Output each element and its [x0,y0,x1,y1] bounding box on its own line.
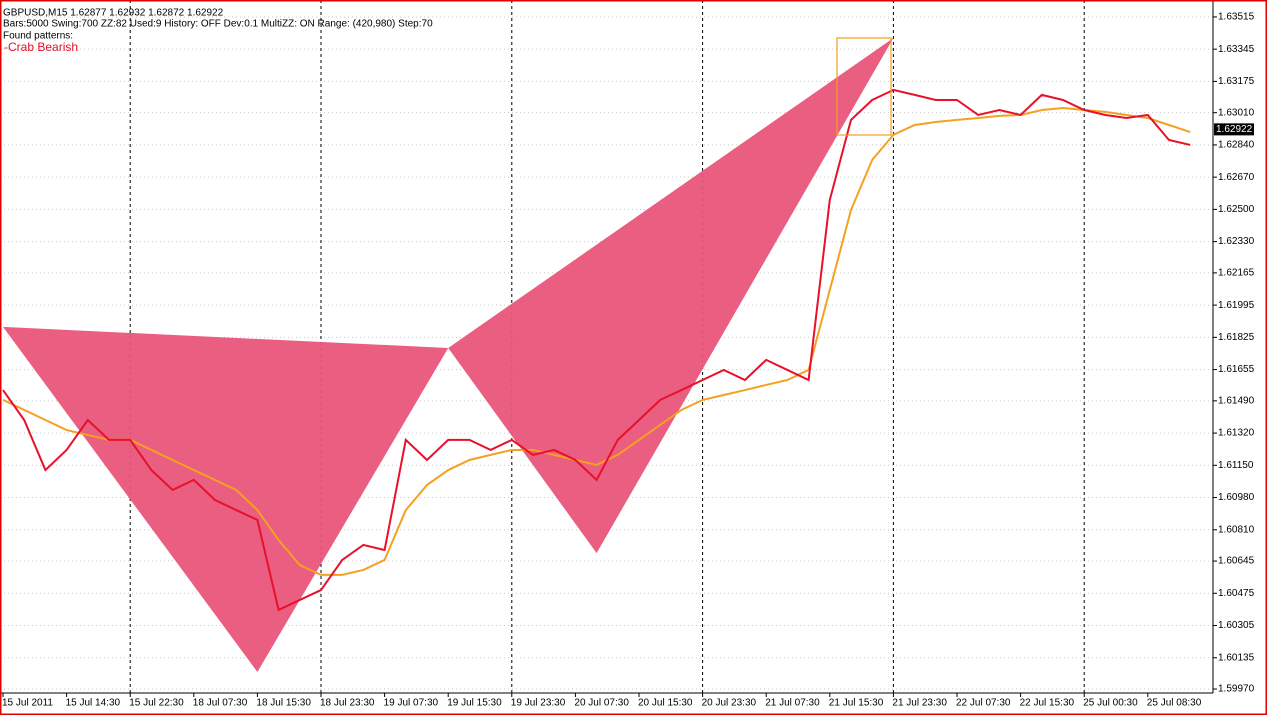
y-tick-label: 1.62840 [1218,140,1255,151]
last-price-label: 1.62922 [1216,124,1253,135]
y-tick-label: 1.60135 [1218,652,1255,663]
y-tick-label: 1.59970 [1218,684,1255,695]
price-line [2,106,1191,576]
y-tick-label: 1.62500 [1218,204,1255,215]
header-line: Found patterns: [3,31,73,42]
x-tick-label: 25 Jul 00:30 [1083,698,1138,709]
x-tick-label: 18 Jul 15:30 [256,698,311,709]
last-price-box [1214,123,1254,136]
x-tick-label: 18 Jul 23:30 [320,698,375,709]
x-tick-label: 19 Jul 23:30 [511,698,566,709]
y-tick-label: 1.61490 [1218,395,1255,406]
x-tick-label: 15 Jul 22:30 [129,698,184,709]
y-tick-label: 1.61995 [1218,300,1255,311]
y-tick-label: 1.61655 [1218,364,1255,375]
header-line: Bars:5000 Swing:700 ZZ:82 Used:9 History… [3,19,433,30]
y-tick-label: 1.60305 [1218,620,1255,631]
x-tick-label: 25 Jul 08:30 [1147,698,1202,709]
y-tick-label: 1.62330 [1218,236,1255,247]
y-tick-label: 1.62670 [1218,172,1255,183]
x-tick-label: 20 Jul 07:30 [574,698,629,709]
y-tick-label: 1.63010 [1218,107,1255,118]
y-tick-label: 1.63175 [1218,76,1255,87]
x-tick-label: 19 Jul 07:30 [384,698,439,709]
pattern-highlight [836,37,892,136]
y-tick-label: 1.60980 [1218,492,1255,503]
x-tick-label: 15 Jul 14:30 [66,698,121,709]
y-tick-label: 1.61825 [1218,332,1255,343]
harmonic-pattern [448,37,894,554]
x-tick-label: 22 Jul 07:30 [956,698,1011,709]
y-tick-label: 1.63515 [1218,12,1255,23]
y-tick-label: 1.62165 [1218,268,1255,279]
price-line [2,88,1191,612]
harmonic-pattern [3,326,449,672]
plot-area [0,0,1213,693]
x-tick-label: 20 Jul 15:30 [638,698,693,709]
pattern-label: -Crab Bearish [4,40,78,54]
x-tick-label: 18 Jul 07:30 [193,698,248,709]
y-tick-label: 1.61320 [1218,428,1255,439]
x-tick-label: 21 Jul 23:30 [892,698,947,709]
y-tick-label: 1.63345 [1218,44,1255,55]
x-tick-label: 21 Jul 15:30 [829,698,884,709]
x-tick-label: 22 Jul 15:30 [1020,698,1075,709]
y-tick-label: 1.61150 [1218,460,1254,471]
header-line: GBPUSD,M15 1.62877 1.62932 1.62872 1.629… [3,8,224,19]
x-tick-label: 15 Jul 2011 [2,698,53,709]
y-tick-label: 1.60645 [1218,556,1255,567]
x-tick-label: 21 Jul 07:30 [765,698,820,709]
y-tick-label: 1.60810 [1218,524,1255,535]
x-tick-label: 19 Jul 15:30 [447,698,502,709]
x-tick-label: 20 Jul 23:30 [702,698,757,709]
y-tick-label: 1.60475 [1218,588,1255,599]
